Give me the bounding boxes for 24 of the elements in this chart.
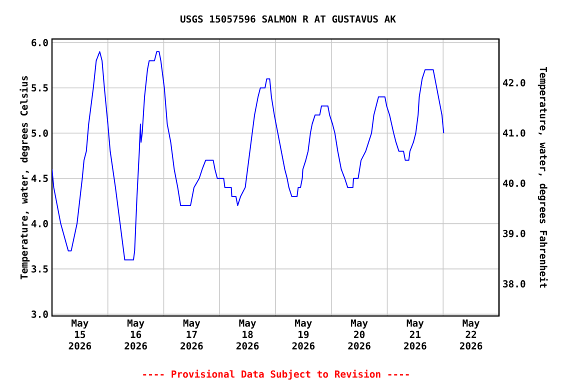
y-tick-label: 6.0: [32, 38, 48, 46]
y-tick-label: 4.5: [31, 174, 48, 182]
y2-tick-label: 38.0: [503, 280, 526, 288]
y-tick-label: 4.0: [31, 220, 48, 228]
y-tick-label: 3.5: [32, 265, 48, 273]
x-tick-label: May 22 2026: [460, 320, 482, 350]
x-tick-label: May 19 2026: [292, 320, 315, 350]
y2-tick-label: 42.0: [502, 79, 526, 86]
x-tick-label: May 20 2026: [348, 320, 370, 350]
chart-title: USGS 15057596 SALMON R AT GUSTAVUS AK: [180, 15, 396, 23]
y2-tick-label: 39.0: [503, 230, 526, 238]
x-tick-label: May 15 2026: [68, 320, 92, 350]
y-axis-title: Temperature, water, degrees Celsius: [20, 76, 30, 280]
y-tick-label: 5.5: [32, 84, 48, 92]
x-tick-label: May 18 2026: [236, 320, 259, 350]
y2-tick-label: 40.0: [502, 180, 526, 187]
text: ---- Provisional Data Subject to Revision ----: [143, 370, 409, 380]
y-tick-label: 5.0: [32, 129, 48, 137]
y2-axis-title: Temperature, water, degrees Fahrenheit: [538, 66, 548, 288]
y2-tick-label: 41.0: [502, 129, 526, 137]
x-tick-label: May 16 2026: [124, 320, 147, 350]
x-tick-label: May 21 2026: [404, 320, 426, 350]
y-tick-label: 3.0: [32, 310, 48, 318]
x-tick-label: May 17 2026: [180, 320, 203, 350]
